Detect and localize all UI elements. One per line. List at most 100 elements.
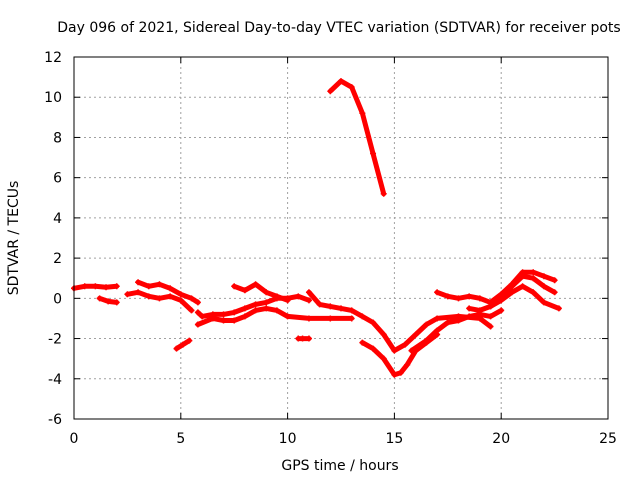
data-point [404, 361, 411, 368]
y-tick-label: -4 [48, 372, 62, 388]
data-point [370, 150, 377, 157]
y-tick-label: 6 [53, 171, 62, 187]
data-point [551, 289, 558, 296]
data-point [263, 289, 270, 296]
data-point [348, 307, 355, 314]
data-point [508, 283, 515, 290]
data-point [391, 347, 398, 354]
data-point [476, 307, 483, 314]
y-tick-label: 8 [53, 130, 62, 146]
data-point [177, 291, 184, 298]
data-point [96, 295, 103, 302]
data-point [284, 313, 291, 320]
data-point [348, 84, 355, 91]
data-point [434, 327, 441, 334]
data-point [530, 275, 537, 282]
data-point [359, 110, 366, 117]
data-point [338, 78, 344, 85]
data-point [231, 317, 238, 324]
data-point [519, 273, 526, 280]
data-point [327, 303, 334, 310]
data-point [113, 283, 120, 290]
data-point [241, 305, 248, 312]
plot-frame [73, 56, 609, 420]
data-point [455, 295, 462, 302]
data-point [423, 321, 430, 328]
y-tick-label: 12 [44, 50, 62, 66]
data-point [263, 299, 270, 306]
y-tick-label: 2 [53, 251, 62, 267]
data-point [498, 307, 505, 314]
data-point [231, 283, 238, 290]
data-point [508, 289, 515, 296]
data-point [519, 283, 526, 290]
data-point [194, 299, 201, 306]
data-point [81, 283, 88, 290]
data-point [188, 295, 195, 302]
data-point [370, 345, 377, 352]
y-tick-label: 10 [44, 90, 62, 106]
data-point [380, 355, 387, 362]
data-point [156, 295, 163, 302]
data-point [92, 283, 99, 290]
data-point [295, 293, 302, 300]
data-point [348, 315, 355, 322]
data-point [263, 305, 270, 312]
data-point [434, 315, 441, 322]
data-point [113, 299, 120, 306]
data-point [397, 369, 404, 376]
grid [74, 57, 608, 419]
x-tick-label: 10 [279, 431, 297, 447]
data-point [370, 319, 377, 326]
data-point [194, 321, 201, 328]
data-point [186, 337, 193, 344]
data-point [241, 287, 248, 294]
data-point [273, 293, 280, 300]
y-tick-label: 4 [53, 211, 62, 227]
series-track-k [327, 78, 387, 197]
data-point [540, 283, 547, 290]
data-point [135, 289, 142, 296]
data-point [145, 293, 152, 300]
x-tick-label: 20 [492, 431, 510, 447]
x-tick-label: 0 [70, 431, 79, 447]
data-point [530, 269, 537, 276]
data-point [327, 88, 334, 95]
data-point [145, 283, 152, 290]
data-point [167, 285, 174, 292]
data-point [444, 293, 451, 300]
x-axis-label: GPS time / hours [281, 458, 398, 474]
data-point [305, 335, 312, 342]
data-point [498, 297, 505, 304]
data-point [220, 311, 227, 318]
data-point [135, 279, 142, 286]
x-tick-label: 15 [385, 431, 403, 447]
data-point [173, 345, 180, 352]
data-point [551, 277, 558, 284]
data-point [220, 317, 227, 324]
data-point [316, 301, 323, 308]
data-point [423, 337, 430, 344]
chart-title: Day 096 of 2021, Sidereal Day-to-day VTE… [57, 20, 620, 36]
y-tick-label: 0 [53, 291, 62, 307]
data-point [466, 313, 473, 320]
data-points [71, 78, 562, 378]
data-point [338, 305, 344, 312]
data-point [380, 190, 387, 197]
data-point [455, 317, 462, 324]
data-point [540, 273, 547, 280]
data-point [252, 307, 259, 314]
data-point [156, 281, 163, 288]
data-point [231, 309, 238, 316]
y-tick-label: -2 [48, 332, 62, 348]
data-point [167, 293, 174, 300]
data-point [284, 297, 291, 304]
series-track-j [306, 289, 493, 354]
y-axis-label: SDTVAR / TECUs [6, 181, 22, 296]
data-point [188, 307, 195, 314]
data-point [555, 305, 562, 312]
data-point [466, 305, 473, 312]
data-point [402, 341, 409, 348]
x-tick-label: 5 [176, 431, 185, 447]
